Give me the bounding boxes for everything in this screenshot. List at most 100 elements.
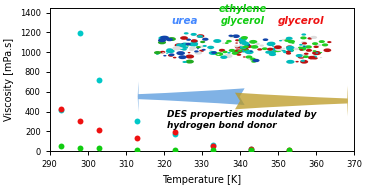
Circle shape xyxy=(235,42,238,44)
Text: DES properties modulated by
hydrogen bond donor: DES properties modulated by hydrogen bon… xyxy=(167,110,316,130)
Circle shape xyxy=(312,56,317,58)
Circle shape xyxy=(271,48,277,51)
Circle shape xyxy=(220,56,227,59)
Point xyxy=(286,149,292,152)
Circle shape xyxy=(302,42,307,45)
Circle shape xyxy=(166,49,175,53)
Circle shape xyxy=(182,61,187,63)
Circle shape xyxy=(238,39,245,42)
Circle shape xyxy=(279,40,282,41)
Circle shape xyxy=(295,61,299,62)
Circle shape xyxy=(239,44,244,46)
Circle shape xyxy=(158,40,166,44)
Circle shape xyxy=(166,38,173,41)
Circle shape xyxy=(299,47,306,50)
Circle shape xyxy=(248,59,251,60)
Circle shape xyxy=(236,51,240,53)
Circle shape xyxy=(312,51,321,55)
Circle shape xyxy=(191,43,198,46)
Circle shape xyxy=(300,49,303,51)
Circle shape xyxy=(263,38,268,41)
Circle shape xyxy=(186,54,194,59)
Circle shape xyxy=(245,50,254,54)
Circle shape xyxy=(156,53,158,55)
Circle shape xyxy=(217,54,220,55)
Circle shape xyxy=(249,40,257,44)
Circle shape xyxy=(243,56,246,58)
Circle shape xyxy=(186,42,192,45)
Circle shape xyxy=(302,48,306,50)
Point xyxy=(248,149,254,152)
Circle shape xyxy=(315,52,318,54)
Circle shape xyxy=(224,54,232,58)
Circle shape xyxy=(302,45,306,47)
Circle shape xyxy=(313,43,317,44)
Circle shape xyxy=(215,52,223,56)
Circle shape xyxy=(165,36,169,38)
Circle shape xyxy=(298,47,306,51)
Point xyxy=(96,78,102,81)
Point xyxy=(248,148,254,151)
Circle shape xyxy=(209,51,217,55)
Circle shape xyxy=(269,51,276,54)
Circle shape xyxy=(234,49,243,53)
Circle shape xyxy=(286,45,293,49)
Circle shape xyxy=(300,60,308,64)
Circle shape xyxy=(251,45,258,49)
Circle shape xyxy=(303,46,305,47)
Circle shape xyxy=(267,51,272,53)
Circle shape xyxy=(250,50,253,52)
Circle shape xyxy=(320,52,322,53)
Circle shape xyxy=(200,41,205,43)
Text: glycerol: glycerol xyxy=(277,15,324,26)
Circle shape xyxy=(240,46,243,47)
Circle shape xyxy=(239,37,247,41)
Circle shape xyxy=(197,48,199,49)
Circle shape xyxy=(303,55,309,58)
Circle shape xyxy=(283,51,288,53)
Point xyxy=(96,129,102,132)
Circle shape xyxy=(191,40,197,42)
Point xyxy=(172,149,178,152)
Circle shape xyxy=(202,45,207,47)
Circle shape xyxy=(240,41,249,46)
Point xyxy=(210,149,216,152)
Circle shape xyxy=(269,53,276,56)
Circle shape xyxy=(253,59,259,62)
Circle shape xyxy=(160,36,168,40)
Circle shape xyxy=(168,54,174,57)
Circle shape xyxy=(313,46,319,48)
Circle shape xyxy=(306,49,312,52)
Circle shape xyxy=(259,45,264,47)
Circle shape xyxy=(269,50,272,52)
Circle shape xyxy=(244,49,249,51)
Circle shape xyxy=(288,50,293,52)
Point xyxy=(96,147,102,150)
Circle shape xyxy=(162,52,164,53)
Circle shape xyxy=(235,39,239,41)
Circle shape xyxy=(166,53,168,54)
Circle shape xyxy=(189,49,194,51)
Circle shape xyxy=(211,51,217,54)
Circle shape xyxy=(322,43,328,46)
Circle shape xyxy=(168,37,176,41)
Circle shape xyxy=(186,39,191,41)
Circle shape xyxy=(184,32,188,34)
Circle shape xyxy=(202,38,209,41)
Point xyxy=(134,149,140,152)
Point xyxy=(248,147,254,150)
Circle shape xyxy=(257,48,262,51)
Circle shape xyxy=(286,48,292,50)
Circle shape xyxy=(237,50,242,52)
Circle shape xyxy=(163,55,167,57)
Point xyxy=(172,133,178,136)
Circle shape xyxy=(232,52,239,55)
Circle shape xyxy=(213,39,221,43)
Circle shape xyxy=(227,52,231,54)
Circle shape xyxy=(296,54,303,57)
Circle shape xyxy=(239,41,247,44)
Circle shape xyxy=(310,36,317,39)
Circle shape xyxy=(288,50,294,52)
Circle shape xyxy=(207,46,214,49)
Circle shape xyxy=(286,52,291,55)
